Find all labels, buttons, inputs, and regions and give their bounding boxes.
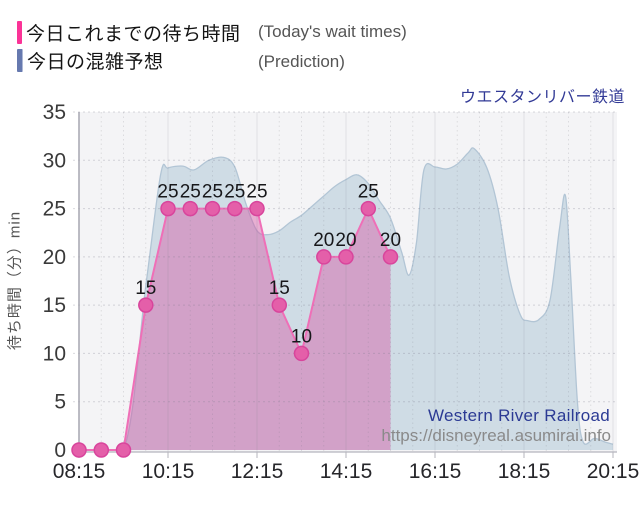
x-tick-label: 10:15 [142,460,195,483]
data-point-label: 25 [224,182,245,203]
data-point-label: 20 [335,230,356,251]
y-tick-label: 25 [43,198,66,221]
data-point-label: 15 [269,278,290,299]
data-point-label: 25 [202,182,223,203]
x-tick-label: 18:15 [498,460,551,483]
data-point-marker[interactable] [249,200,265,217]
x-tick-label: 14:15 [320,460,373,483]
legend-actual-label: 今日これまでの待ち時間 [26,24,241,45]
data-point-label: 10 [291,326,312,347]
legend-prediction-note: (Prediction) [258,52,345,71]
data-point-marker[interactable] [338,249,354,265]
data-point-label: 20 [313,230,334,251]
data-point-label: 25 [157,182,178,203]
data-point-marker[interactable] [204,200,221,217]
x-tick-label: 12:15 [231,460,284,483]
y-tick-label: 15 [43,294,66,317]
data-point-marker[interactable] [360,200,377,217]
y-tick-label: 30 [43,149,66,172]
data-point-label: 25 [180,182,201,203]
data-point-marker[interactable] [93,442,110,458]
legend-prediction-swatch-icon [17,49,23,72]
data-point-marker[interactable] [71,442,87,458]
data-point-label: 15 [135,278,156,299]
data-point-marker[interactable] [316,249,332,265]
attraction-title: ウエスタンリバー鉄道 [459,89,625,106]
data-point-marker[interactable] [271,297,288,313]
data-point-marker[interactable] [182,200,199,217]
prediction-line [78,147,614,451]
y-axis-title: 待ち時間（分）min [6,210,24,351]
data-point-marker[interactable] [227,200,243,217]
data-point-label: 20 [380,230,401,251]
y-tick-label: 0 [54,439,66,462]
legend-item-actual[interactable]: 今日これまでの待ち時間 [17,19,241,46]
data-point-marker[interactable] [160,200,176,217]
prediction-area [79,147,613,450]
attraction-name-watermark: Western River Railroad [427,406,610,425]
y-tick-label: 10 [43,342,66,365]
data-point-marker[interactable] [293,345,310,362]
x-tick-label: 20:15 [587,460,640,483]
y-tick-label: 5 [54,391,66,414]
data-point-label: 25 [246,182,267,203]
data-point-marker[interactable] [115,442,132,458]
site-url-watermark: https://disneyreal.asumirai.info [381,426,611,445]
x-tick-label: 16:15 [409,460,462,483]
legend-actual-swatch-icon [17,21,22,44]
data-point-label: 25 [358,182,379,203]
y-tick-label: 35 [43,101,66,124]
y-tick-label: 20 [43,246,66,269]
legend-item-prediction[interactable]: 今日の混雑予想 [17,47,164,74]
actual-wait-area [79,208,391,450]
legend-actual-note: (Today's wait times) [258,22,407,41]
data-point-marker[interactable] [382,249,399,265]
data-point-marker[interactable] [138,297,154,313]
x-tick-label: 08:15 [53,460,106,483]
legend-prediction-label: 今日の混雑予想 [27,52,164,73]
